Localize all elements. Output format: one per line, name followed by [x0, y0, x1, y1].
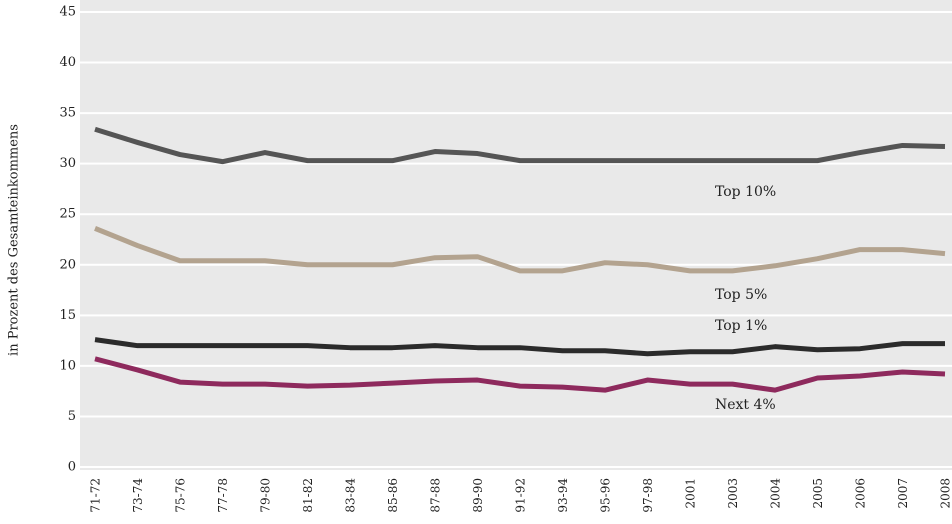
x-tick-label: 77-78: [216, 478, 230, 513]
series-label: Top 10%: [715, 184, 776, 200]
y-tick-label: 0: [68, 460, 76, 475]
x-tick-label: 2008: [939, 478, 952, 509]
series-label: Next 4%: [715, 397, 776, 413]
x-tick-label: 81-82: [301, 478, 315, 513]
line-series: [94, 356, 946, 393]
x-tick-label: 2004: [769, 478, 783, 509]
x-tick-label: 95-96: [599, 478, 613, 513]
y-tick-label: 45: [59, 5, 76, 20]
x-tick-label: 87-88: [429, 478, 443, 513]
y-tick-label: 5: [68, 409, 76, 424]
x-tick-label: 2007: [896, 478, 910, 509]
x-tick-label: 83-84: [344, 478, 358, 513]
x-tick-label: 75-76: [174, 478, 188, 513]
line-series: [94, 226, 946, 274]
x-tick-label: 93-94: [556, 478, 570, 513]
y-tick-label: 30: [59, 156, 76, 171]
x-tick-label: 89-90: [471, 478, 485, 513]
y-tick-label: 25: [59, 207, 76, 222]
x-tick-label: 2006: [854, 478, 868, 509]
y-tick-label: 20: [59, 257, 76, 272]
x-tick-label: 2003: [726, 478, 740, 509]
x-tick-label: 2001: [684, 478, 698, 509]
line-series: [94, 126, 946, 165]
x-tick-label: 91-92: [514, 478, 528, 513]
series-label: Top 1%: [715, 318, 767, 334]
y-tick-label: 15: [59, 308, 76, 323]
y-tick-label: 10: [59, 358, 76, 373]
y-tick-label: 35: [59, 106, 76, 121]
y-tick-label: 40: [59, 55, 76, 70]
plot-background: [80, 0, 952, 470]
x-tick-label: 79-80: [259, 478, 273, 513]
x-tick-label: 71-72: [89, 478, 103, 513]
x-tick-label: 85-86: [386, 478, 400, 513]
x-tick-label: 2005: [811, 478, 825, 509]
line-series: [94, 337, 945, 357]
x-tick-label: 97-98: [641, 478, 655, 513]
series-label: Top 5%: [715, 287, 767, 303]
x-tick-label: 73-74: [131, 478, 145, 513]
y-axis-label: in Prozent des Gesamteinkommens: [7, 124, 22, 356]
